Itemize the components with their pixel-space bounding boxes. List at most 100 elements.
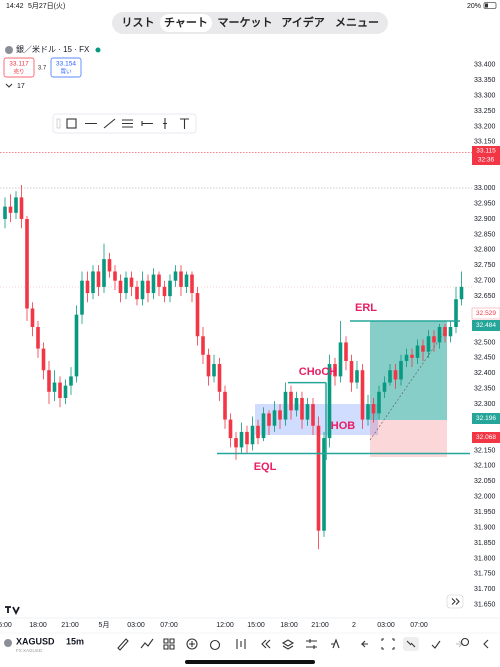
- long-target-zone: [370, 321, 447, 420]
- undo-icon[interactable]: [360, 640, 368, 648]
- candle-body: [168, 280, 172, 297]
- indicator-icon[interactable]: [140, 638, 154, 649]
- trend-tool[interactable]: [103, 118, 116, 129]
- alert-price: 33.115: [476, 148, 496, 155]
- candle-body: [349, 360, 354, 383]
- candle-body: [19, 197, 24, 219]
- candle-body: [80, 280, 84, 315]
- tab[interactable]: メニュー: [335, 17, 379, 29]
- scroll-icon: [451, 598, 460, 605]
- candle-body: [399, 360, 403, 380]
- tab[interactable]: リスト: [122, 16, 155, 29]
- y-tick-label: 33.400: [474, 62, 496, 69]
- candle-body: [184, 274, 189, 287]
- tab-selected-bg: [160, 14, 212, 32]
- y-tick-label: 31.950: [474, 509, 496, 516]
- y-tick-label: 32.000: [474, 494, 496, 501]
- candle-body: [206, 354, 211, 377]
- candle-body: [294, 397, 299, 411]
- candle-body: [124, 277, 128, 294]
- candle-body: [355, 370, 359, 383]
- y-tick-label: 31.800: [474, 555, 496, 562]
- candle-body: [140, 280, 145, 300]
- y-tick-label: 33.300: [474, 92, 496, 99]
- candle-body: [151, 274, 156, 294]
- alert-icon[interactable]: [209, 639, 221, 651]
- x-tick-label: 07:00: [410, 622, 428, 629]
- crosshair-icon[interactable]: [406, 640, 416, 648]
- entry-price-box: [472, 413, 500, 424]
- candle-body: [267, 413, 271, 426]
- status-time: 14:42: [6, 3, 24, 10]
- crosshair-bg: [403, 637, 419, 651]
- target-price-box: [472, 320, 500, 331]
- buy-price: 33.154: [56, 61, 76, 68]
- candle-body: [91, 271, 95, 294]
- candle-body: [311, 404, 315, 426]
- candle-body: [217, 364, 222, 392]
- candle-body: [47, 370, 51, 392]
- account-icon[interactable]: [460, 637, 470, 647]
- y-tick-label: 31.700: [474, 586, 496, 593]
- vline-tool[interactable]: [163, 118, 167, 129]
- tab-active[interactable]: チャート: [164, 16, 208, 29]
- symbol-name[interactable]: 銀／米ドル · 15 · FX: [16, 44, 90, 54]
- rect-tool[interactable]: [66, 118, 77, 129]
- settings-icon[interactable]: [306, 639, 317, 649]
- indicator-chevron[interactable]: [5, 83, 13, 88]
- candle-body: [239, 431, 244, 448]
- x-axis: 5:00 18:00 21:00 5月 03:00 07:00 12:00 15:00 18:0…: [0, 621, 428, 629]
- x-tick-label: 18:00: [29, 622, 47, 629]
- long-stop-zone: [370, 420, 447, 457]
- sell-label: 売り: [13, 67, 24, 75]
- toolbar-symbol[interactable]: XAGUSD: [16, 636, 55, 646]
- panel-icon[interactable]: [483, 639, 489, 649]
- text-icon[interactable]: [331, 638, 340, 649]
- candle-body: [36, 327, 40, 349]
- candle-body: [316, 425, 321, 531]
- back-icon[interactable]: [261, 639, 271, 649]
- layers-icon[interactable]: [281, 639, 295, 650]
- y-tick-label: 33.150: [474, 139, 496, 146]
- y-tick-label: 31.750: [474, 571, 496, 578]
- candle-body: [459, 286, 464, 300]
- battery-icon: [483, 2, 497, 9]
- draw-icon[interactable]: [117, 638, 129, 651]
- y-tick-label: 32.950: [474, 200, 496, 207]
- add-icon[interactable]: [186, 638, 198, 650]
- candle-body: [195, 293, 200, 337]
- replay-icon[interactable]: [236, 639, 246, 649]
- candle-body: [454, 299, 458, 327]
- candle-body: [283, 391, 288, 420]
- y-tick-label: 31.900: [474, 524, 496, 531]
- candle-body: [272, 410, 277, 426]
- layout-icon[interactable]: [163, 638, 175, 650]
- candle-body: [30, 308, 35, 327]
- toolbar-interval[interactable]: 15m: [66, 636, 84, 646]
- text-tool[interactable]: [180, 118, 189, 129]
- y-tick-label: 32.400: [474, 370, 496, 377]
- magnet-icon[interactable]: [431, 640, 441, 649]
- candle-body: [432, 336, 436, 343]
- ray-tool[interactable]: [141, 121, 153, 126]
- x-tick-label: 21:00: [311, 622, 329, 629]
- stop-price-box: [472, 432, 500, 443]
- y-tick-label: 31.850: [474, 540, 496, 547]
- x-tick-label: 5月: [99, 621, 110, 629]
- fullscreen-icon[interactable]: [381, 638, 395, 650]
- y-tick-label: 32.050: [474, 478, 496, 485]
- tab[interactable]: マーケット: [218, 16, 273, 29]
- buy-button[interactable]: [50, 57, 82, 78]
- candle-body: [437, 327, 442, 343]
- tab[interactable]: アイデア: [281, 15, 324, 29]
- candle-body: [371, 404, 376, 414]
- fib-tool[interactable]: [122, 119, 133, 128]
- sell-button[interactable]: [3, 57, 35, 78]
- candle-body: [85, 280, 90, 294]
- target-price: 32.484: [476, 322, 496, 329]
- candle-body: [366, 404, 370, 420]
- candle-body: [118, 280, 123, 294]
- battery-level: 20%: [467, 3, 481, 10]
- sell-price: 33.117: [9, 61, 29, 68]
- candle-body: [360, 370, 365, 420]
